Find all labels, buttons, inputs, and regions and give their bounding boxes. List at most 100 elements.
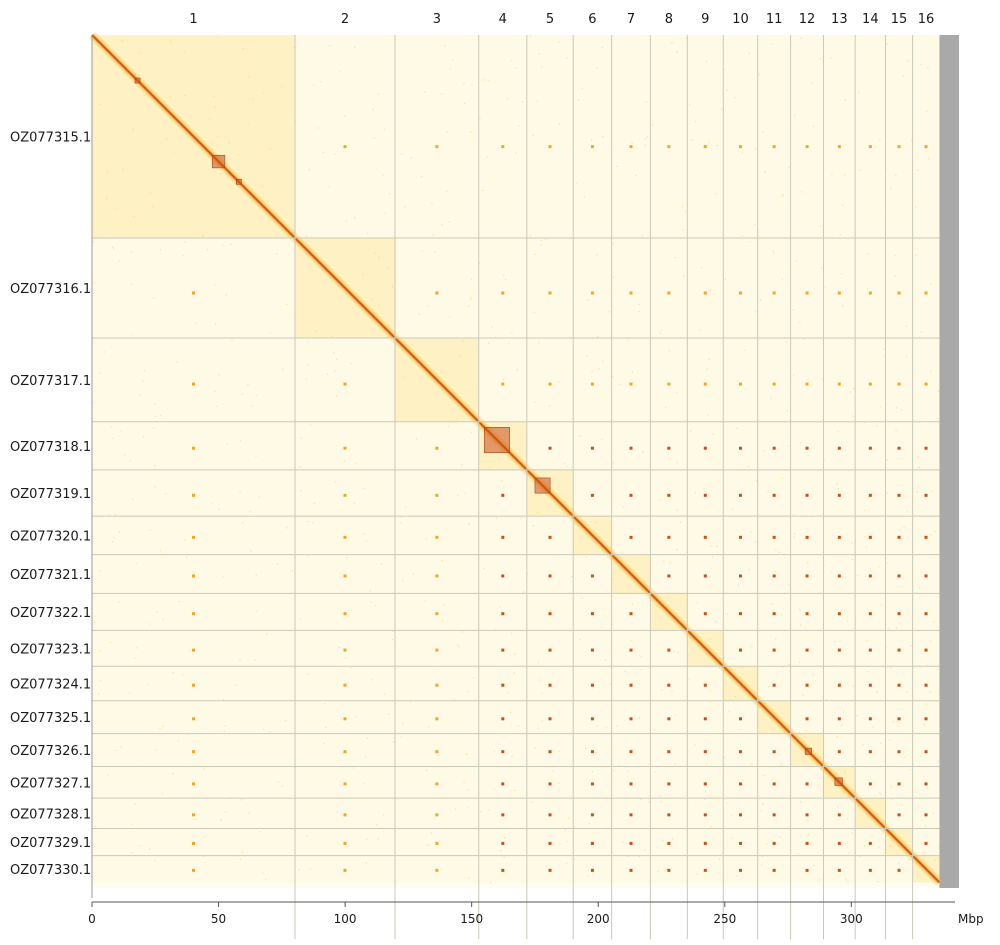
inter-contact-peak bbox=[897, 291, 901, 295]
contact-noise bbox=[438, 755, 440, 757]
contact-noise bbox=[842, 305, 844, 307]
contact-noise bbox=[863, 509, 866, 512]
contact-block bbox=[573, 237, 612, 338]
contact-noise bbox=[130, 283, 133, 286]
contact-noise bbox=[425, 769, 428, 771]
contact-noise bbox=[534, 253, 536, 256]
contact-noise bbox=[658, 795, 661, 797]
chromosome-number-label: 6 bbox=[588, 12, 596, 27]
contact-noise bbox=[905, 325, 907, 327]
inter-contact-peak bbox=[837, 683, 841, 687]
inter-contact-peak bbox=[667, 841, 671, 845]
contact-noise bbox=[744, 349, 746, 351]
contact-noise bbox=[819, 225, 821, 227]
contact-noise bbox=[366, 839, 368, 841]
contact-noise bbox=[324, 702, 326, 705]
contact-noise bbox=[208, 119, 210, 121]
contact-noise bbox=[744, 388, 747, 390]
contact-noise bbox=[250, 550, 252, 552]
contact-noise bbox=[440, 371, 442, 374]
contact-noise bbox=[239, 491, 241, 493]
contact-block bbox=[855, 421, 886, 470]
contact-noise bbox=[631, 603, 634, 606]
contact-noise bbox=[139, 394, 141, 396]
inter-contact-peak bbox=[772, 648, 776, 652]
contact-noise bbox=[402, 722, 404, 725]
contact-noise bbox=[129, 692, 131, 694]
contact-noise bbox=[585, 556, 587, 558]
contact-noise bbox=[496, 517, 498, 519]
contact-noise bbox=[335, 481, 337, 483]
contact-noise bbox=[925, 825, 927, 827]
contact-noise bbox=[681, 205, 683, 208]
scaffold-label: OZ077317.1 bbox=[10, 374, 91, 389]
contact-noise bbox=[880, 793, 882, 795]
contact-noise bbox=[142, 436, 145, 438]
contact-noise bbox=[172, 773, 174, 775]
inter-contact-peak bbox=[868, 382, 872, 386]
contact-noise bbox=[930, 283, 932, 285]
contact-noise bbox=[184, 94, 186, 97]
contact-noise bbox=[857, 575, 859, 577]
contact-noise bbox=[258, 496, 260, 498]
x-axis-unit: Mbp bbox=[958, 912, 984, 926]
contact-noise bbox=[585, 747, 587, 750]
contact-block bbox=[757, 766, 791, 799]
contact-noise bbox=[682, 229, 684, 231]
contact-noise bbox=[561, 495, 563, 497]
inter-contact-peak bbox=[897, 612, 901, 616]
contact-noise bbox=[462, 340, 464, 342]
contact-noise bbox=[579, 435, 581, 437]
contact-noise bbox=[110, 426, 112, 428]
contact-noise bbox=[353, 767, 355, 769]
inter-contact-peak bbox=[548, 841, 552, 845]
contact-noise bbox=[154, 415, 157, 417]
inter-contact-peak bbox=[667, 717, 671, 721]
inter-contact-peak bbox=[703, 782, 707, 786]
contact-noise bbox=[220, 173, 222, 175]
inter-contact-peak bbox=[548, 782, 552, 786]
contact-block bbox=[611, 516, 651, 555]
inter-contact-peak bbox=[837, 291, 841, 295]
contact-block bbox=[823, 700, 856, 734]
contact-block bbox=[394, 630, 479, 667]
contact-noise bbox=[473, 677, 475, 679]
contact-noise bbox=[468, 305, 470, 307]
contact-noise bbox=[431, 202, 433, 204]
contact-noise bbox=[894, 275, 896, 277]
contact-noise bbox=[98, 693, 100, 695]
inter-contact-peak bbox=[548, 648, 552, 652]
contact-noise bbox=[169, 95, 171, 97]
contact-noise bbox=[159, 249, 162, 251]
contact-noise bbox=[892, 721, 894, 723]
inter-contact-peak bbox=[548, 446, 552, 450]
contact-noise bbox=[715, 620, 717, 623]
contact-noise bbox=[225, 294, 227, 296]
contact-noise bbox=[231, 338, 233, 340]
contact-noise bbox=[740, 611, 742, 613]
contact-block bbox=[790, 630, 824, 667]
contact-noise bbox=[467, 789, 469, 791]
inter-contact-peak bbox=[590, 493, 594, 497]
contact-noise bbox=[121, 40, 123, 42]
contact-noise bbox=[309, 424, 312, 426]
contact-noise bbox=[626, 770, 629, 772]
contact-noise bbox=[307, 364, 309, 367]
contact-block bbox=[478, 733, 527, 767]
contact-noise bbox=[247, 122, 249, 124]
contact-noise bbox=[143, 94, 145, 96]
contact-block bbox=[526, 516, 574, 555]
contact-noise bbox=[92, 241, 94, 243]
contact-noise bbox=[920, 63, 922, 66]
contact-noise bbox=[241, 393, 243, 395]
contact-noise bbox=[152, 205, 154, 207]
contact-noise bbox=[189, 114, 191, 117]
contact-noise bbox=[441, 92, 443, 95]
contact-noise bbox=[687, 802, 689, 804]
inter-contact-peak bbox=[738, 535, 742, 539]
contact-noise bbox=[896, 721, 898, 723]
contact-block bbox=[294, 666, 395, 701]
inter-contact-peak bbox=[897, 446, 901, 450]
contact-block bbox=[885, 666, 913, 701]
contact-noise bbox=[130, 251, 133, 253]
